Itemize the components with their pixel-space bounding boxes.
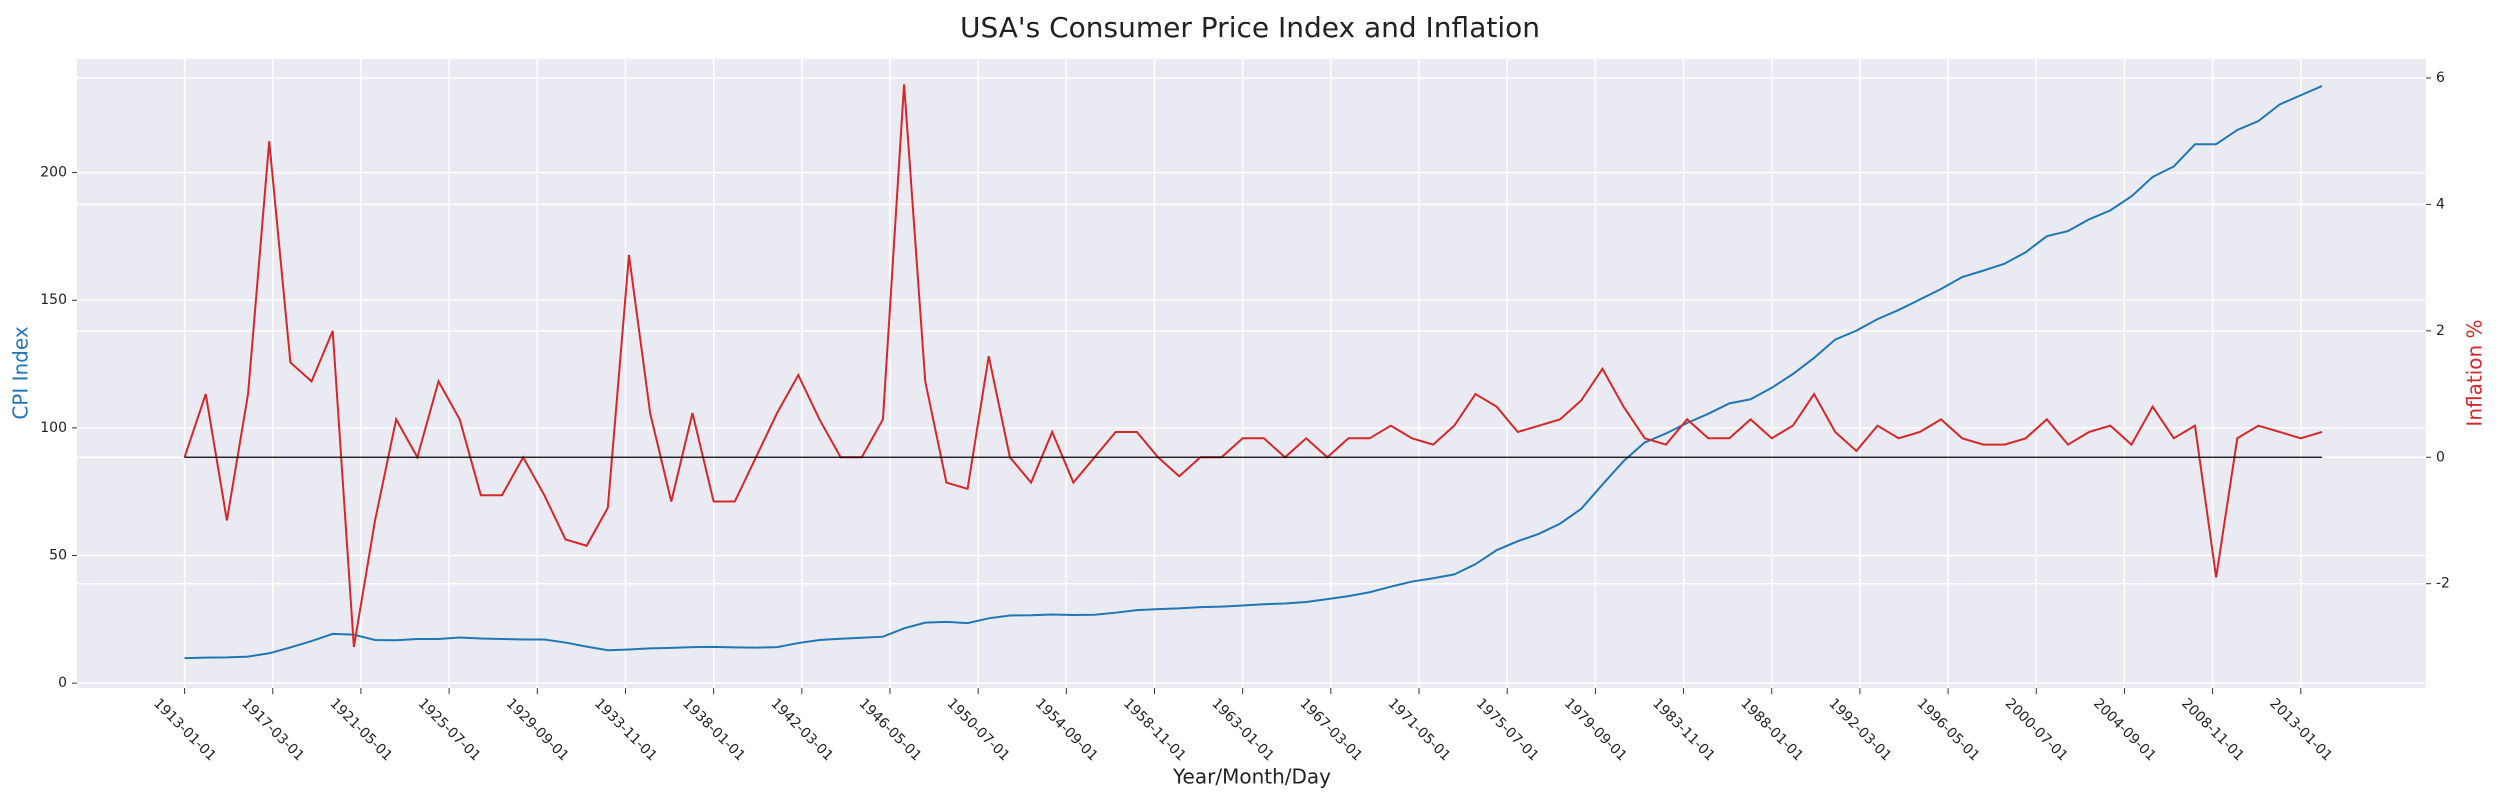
y2-tick-label: 0 — [2436, 449, 2445, 465]
x-tick-label: 1921-05-01 — [326, 696, 395, 765]
y-axis-label: CPI Index — [9, 326, 33, 420]
x-tick-label: 1917-03-01 — [238, 696, 307, 765]
y-tick-label: 0 — [58, 675, 67, 691]
x-tick-label: 2000-07-01 — [2002, 696, 2071, 765]
y2-axis-label: Inflation % — [2463, 319, 2487, 426]
x-tick-label: 1983-11-01 — [1649, 696, 1718, 765]
series-line — [184, 85, 2323, 660]
x-tick-label: 1950-07-01 — [944, 696, 1013, 765]
x-tick-label: 1979-09-01 — [1561, 696, 1630, 765]
y-tick-label: 100 — [40, 420, 67, 436]
x-tick-label: 1988-01-01 — [1737, 696, 1806, 765]
y2-tick-label: 2 — [2436, 323, 2445, 339]
x-tick-label: 1925-07-01 — [415, 696, 484, 765]
y2-tick-label: 6 — [2436, 70, 2445, 86]
x-tick-label: 1933-11-01 — [591, 696, 660, 765]
y-tick-label: 150 — [40, 292, 67, 308]
y2-tick-label: 4 — [2436, 196, 2445, 212]
chart-title: USA's Consumer Price Index and Inflation — [960, 11, 1540, 44]
x-tick-label: 1938-01-01 — [679, 696, 748, 765]
x-tick-label: 1958-11-01 — [1120, 696, 1189, 765]
x-tick-label: 1975-07-01 — [1473, 696, 1542, 765]
y2-tick-label: -2 — [2436, 576, 2450, 592]
series-line — [183, 84, 2323, 648]
x-tick-label: 1963-01-01 — [1208, 696, 1277, 765]
x-tick-label: 1967-03-01 — [1296, 696, 1365, 765]
x-tick-label: 1992-03-01 — [1825, 696, 1894, 765]
x-axis-label: Year/Month/Day — [1172, 765, 1331, 789]
x-tick-label: 1996-05-01 — [1914, 696, 1983, 765]
x-tick-label: 1946-05-01 — [856, 696, 925, 765]
x-tick-label: 1971-05-01 — [1385, 696, 1454, 765]
plot-area — [77, 59, 2426, 688]
y-tick-label: 50 — [49, 548, 67, 564]
x-tick-label: 2004-09-01 — [2090, 696, 2159, 765]
y-tick-label: 200 — [40, 165, 67, 181]
x-tick-label: 1954-09-01 — [1032, 696, 1101, 765]
x-tick-label: 1913-01-01 — [150, 696, 219, 765]
x-tick-label: 2008-11-01 — [2178, 696, 2247, 765]
x-tick-label: 1929-09-01 — [503, 696, 572, 765]
x-tick-label: 1942-03-01 — [767, 696, 836, 765]
x-tick-label: 2013-01-01 — [2266, 696, 2335, 765]
